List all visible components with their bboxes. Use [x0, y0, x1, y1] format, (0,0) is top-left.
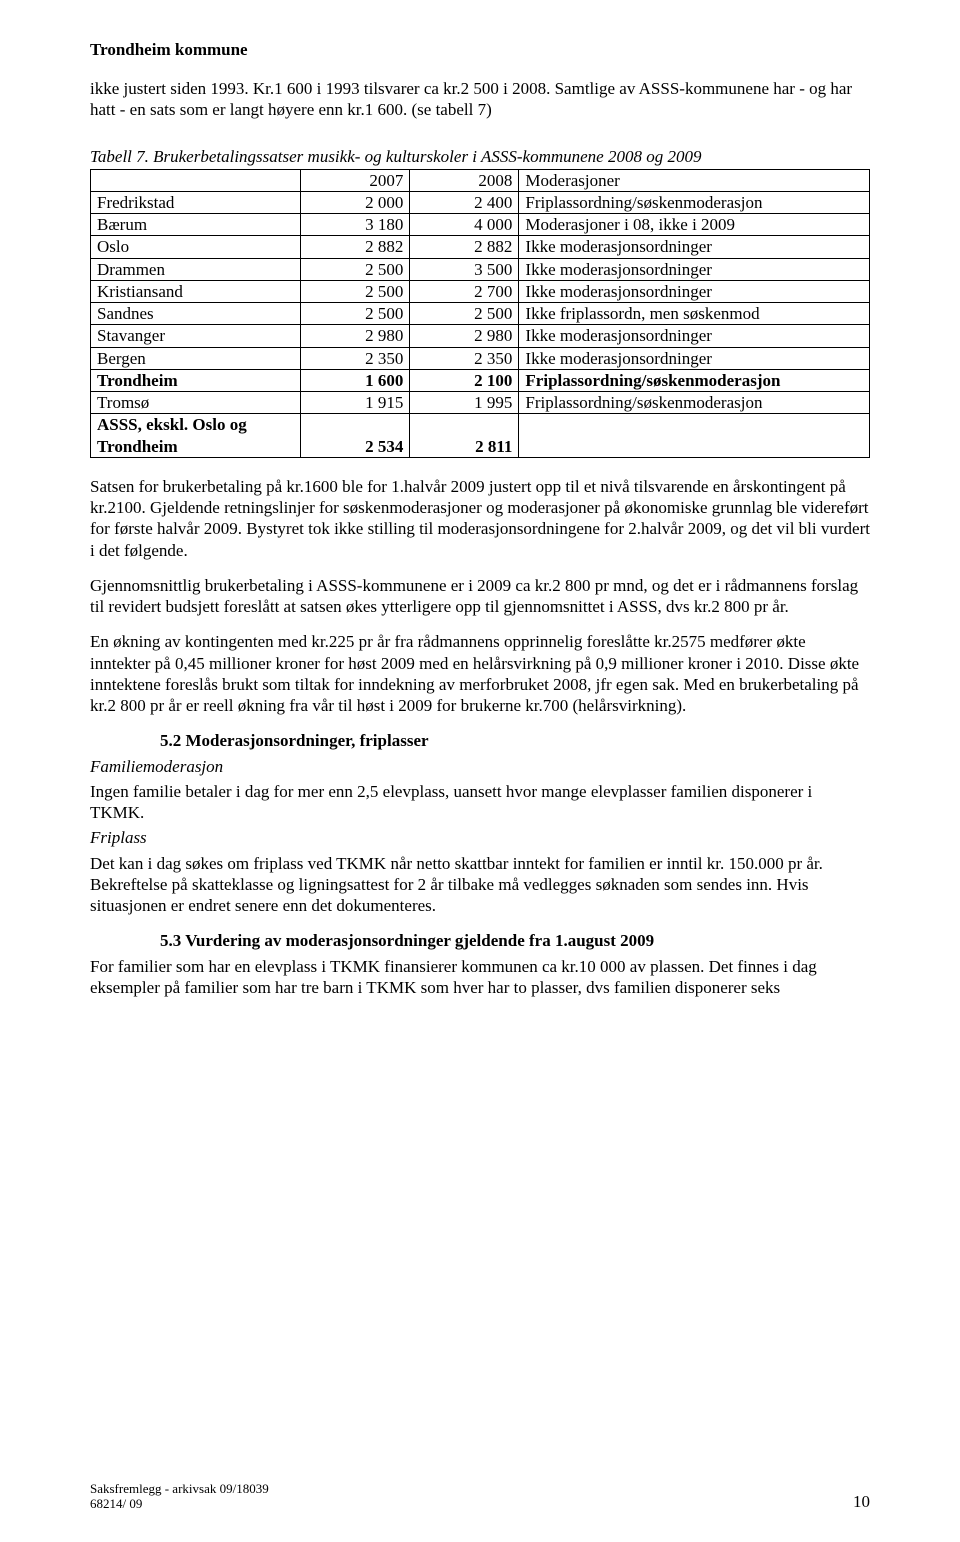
cell-moderasjoner: Ikke friplassordn, men søskenmod	[519, 303, 870, 325]
cell-label: Oslo	[91, 236, 301, 258]
section-5-2-title: 5.2 Moderasjonsordninger, friplasser	[160, 730, 870, 751]
cell-2007: 2 500	[301, 280, 410, 302]
paragraph-2: Satsen for brukerbetaling på kr.1600 ble…	[90, 476, 870, 561]
footer-line-2: 68214/ 09	[90, 1496, 269, 1512]
cell-2008: 2 980	[410, 325, 519, 347]
cell-2008: 4 000	[410, 214, 519, 236]
paragraph-3: Gjennomsnittlig brukerbetaling i ASSS-ko…	[90, 575, 870, 618]
table-header-row: 2007 2008 Moderasjoner	[91, 169, 870, 191]
table-row: Tromsø1 9151 995Friplassordning/søskenmo…	[91, 392, 870, 414]
cell-2008: 1 995	[410, 392, 519, 414]
table-row: Trondheim1 6002 100Friplassordning/søske…	[91, 369, 870, 391]
cell-moderasjoner: Ikke moderasjonsordninger	[519, 258, 870, 280]
cell-2008: 2 700	[410, 280, 519, 302]
cell-2008: 2 350	[410, 347, 519, 369]
table-row: Bærum3 1804 000Moderasjoner i 08, ikke i…	[91, 214, 870, 236]
table-row: Fredrikstad2 0002 400Friplassordning/søs…	[91, 191, 870, 213]
th-blank	[91, 169, 301, 191]
cell-label: Sandnes	[91, 303, 301, 325]
cell-label: Drammen	[91, 258, 301, 280]
page: Trondheim kommune ikke justert siden 199…	[0, 0, 960, 1542]
cell-2007: 2 534	[301, 414, 410, 458]
cell-2007: 1 915	[301, 392, 410, 414]
footer-left: Saksfremlegg - arkivsak 09/18039 68214/ …	[90, 1481, 269, 1512]
familiemoderasjon-label: Familiemoderasjon	[90, 756, 870, 777]
cell-moderasjoner: Ikke moderasjonsordninger	[519, 347, 870, 369]
cell-label: Bærum	[91, 214, 301, 236]
cell-label: ASSS, ekskl. Oslo og Trondheim	[91, 414, 301, 458]
page-header: Trondheim kommune	[90, 40, 870, 60]
cell-2007: 3 180	[301, 214, 410, 236]
table-row: Oslo2 8822 882Ikke moderasjonsordninger	[91, 236, 870, 258]
table-row: Stavanger2 9802 980Ikke moderasjonsordni…	[91, 325, 870, 347]
cell-2007: 2 350	[301, 347, 410, 369]
th-2008: 2008	[410, 169, 519, 191]
cell-label: Trondheim	[91, 369, 301, 391]
cell-label: Bergen	[91, 347, 301, 369]
footer-line-1: Saksfremlegg - arkivsak 09/18039	[90, 1481, 269, 1497]
cell-moderasjoner: Friplassordning/søskenmoderasjon	[519, 392, 870, 414]
familiemoderasjon-text: Ingen familie betaler i dag for mer enn …	[90, 781, 870, 824]
cell-moderasjoner: Ikke moderasjonsordninger	[519, 280, 870, 302]
paragraph-4: En økning av kontingenten med kr.225 pr …	[90, 631, 870, 716]
cell-2008: 2 500	[410, 303, 519, 325]
cell-moderasjoner: Ikke moderasjonsordninger	[519, 325, 870, 347]
cell-moderasjoner	[519, 414, 870, 458]
cell-2007: 2 000	[301, 191, 410, 213]
cell-label: Tromsø	[91, 392, 301, 414]
cell-label: Stavanger	[91, 325, 301, 347]
cell-moderasjoner: Ikke moderasjonsordninger	[519, 236, 870, 258]
footer-page-number: 10	[853, 1492, 870, 1512]
cell-moderasjoner: Friplassordning/søskenmoderasjon	[519, 369, 870, 391]
table-row: Kristiansand2 5002 700Ikke moderasjonsor…	[91, 280, 870, 302]
friplass-label: Friplass	[90, 827, 870, 848]
table-summary-row: ASSS, ekskl. Oslo og Trondheim2 5342 811	[91, 414, 870, 458]
table-row: Bergen2 3502 350Ikke moderasjonsordninge…	[91, 347, 870, 369]
page-footer: Saksfremlegg - arkivsak 09/18039 68214/ …	[90, 1481, 870, 1512]
cell-2007: 2 500	[301, 303, 410, 325]
rates-table: 2007 2008 Moderasjoner Fredrikstad2 0002…	[90, 169, 870, 458]
cell-label: Fredrikstad	[91, 191, 301, 213]
table-row: Sandnes2 5002 500Ikke friplassordn, men …	[91, 303, 870, 325]
table-body: Fredrikstad2 0002 400Friplassordning/søs…	[91, 191, 870, 457]
intro-paragraph: ikke justert siden 1993. Kr.1 600 i 1993…	[90, 78, 870, 121]
cell-2007: 1 600	[301, 369, 410, 391]
cell-2008: 2 400	[410, 191, 519, 213]
th-moderasjoner: Moderasjoner	[519, 169, 870, 191]
cell-2007: 2 980	[301, 325, 410, 347]
cell-moderasjoner: Friplassordning/søskenmoderasjon	[519, 191, 870, 213]
table-caption: Tabell 7. Brukerbetalingssatser musikk- …	[90, 147, 870, 167]
table-row: Drammen2 5003 500Ikke moderasjonsordning…	[91, 258, 870, 280]
cell-moderasjoner: Moderasjoner i 08, ikke i 2009	[519, 214, 870, 236]
friplass-text: Det kan i dag søkes om friplass ved TKMK…	[90, 853, 870, 917]
cell-2008: 2 100	[410, 369, 519, 391]
section-5-3-text: For familier som har en elevplass i TKMK…	[90, 956, 870, 999]
cell-label: Kristiansand	[91, 280, 301, 302]
section-5-3-title: 5.3 Vurdering av moderasjonsordninger gj…	[160, 930, 870, 951]
cell-2007: 2 500	[301, 258, 410, 280]
cell-2008: 3 500	[410, 258, 519, 280]
cell-2008: 2 882	[410, 236, 519, 258]
cell-2008: 2 811	[410, 414, 519, 458]
cell-2007: 2 882	[301, 236, 410, 258]
th-2007: 2007	[301, 169, 410, 191]
